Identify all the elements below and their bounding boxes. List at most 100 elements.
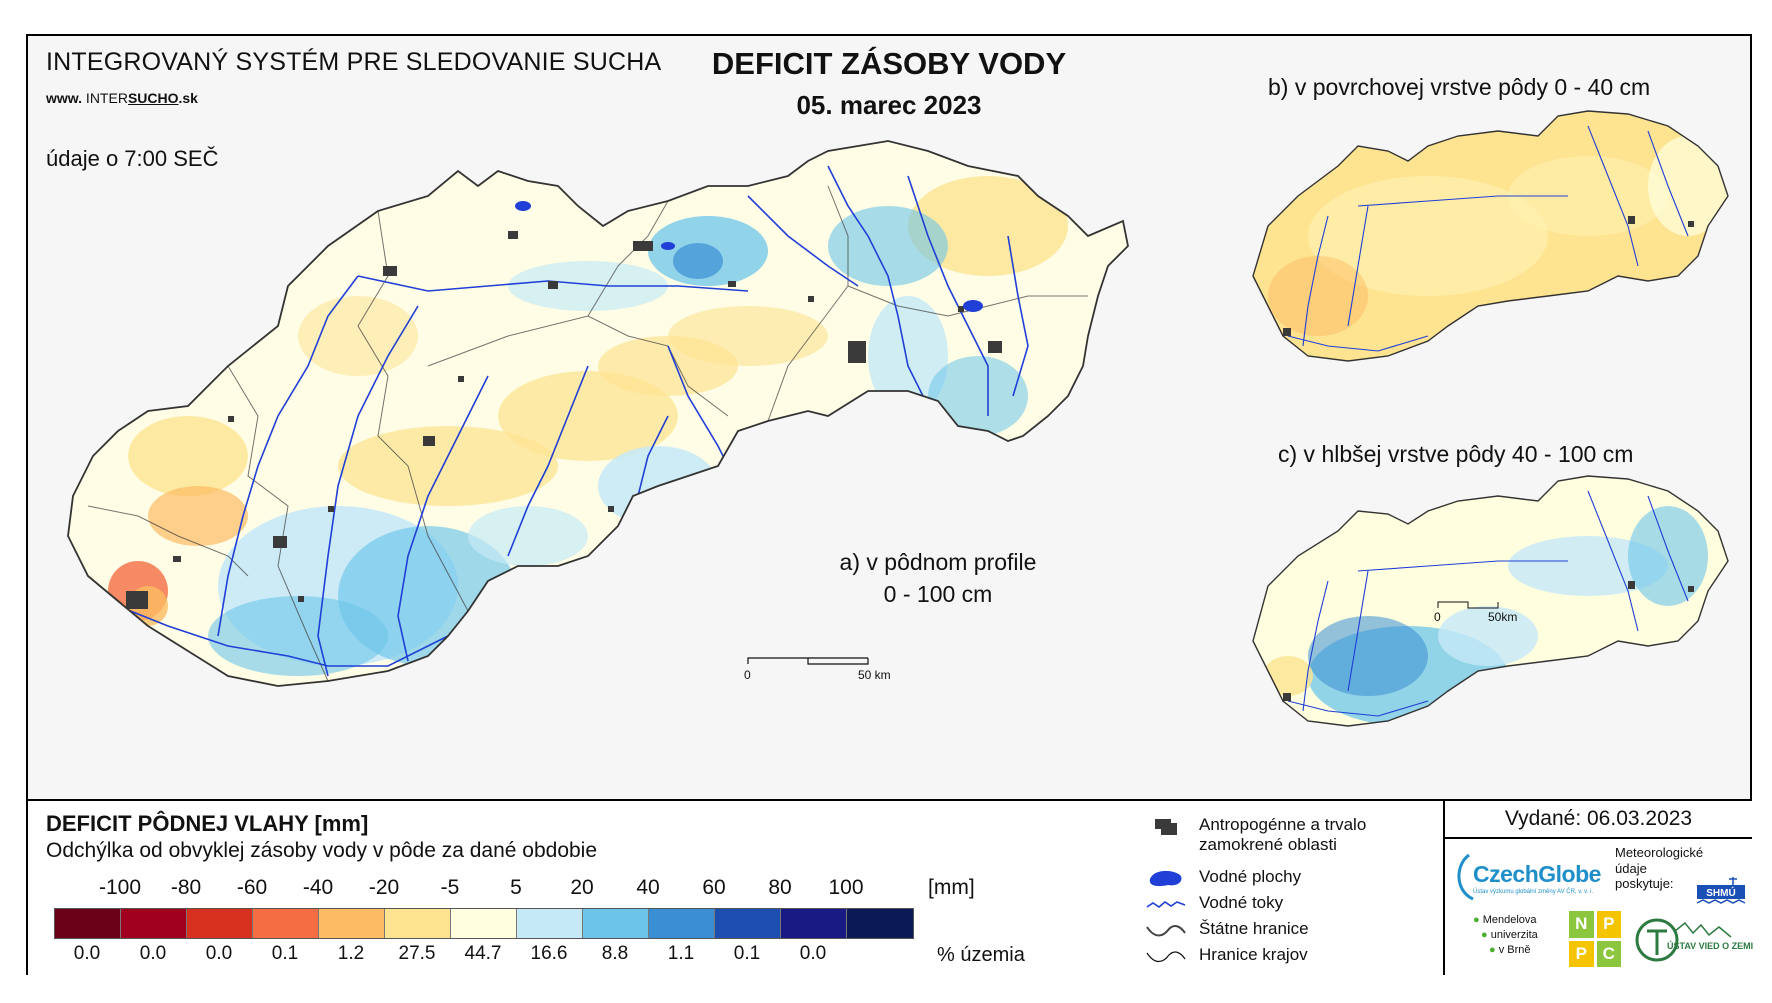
panel-a-label: a) v pôdnom profile 0 - 100 cm <box>788 546 1088 610</box>
legend-tick-label: -80 <box>170 876 202 899</box>
legend-tick-label: -20 <box>368 876 400 899</box>
legend-tick-label: -5 <box>440 876 460 899</box>
legend-tick-label: 20 <box>570 876 594 899</box>
legend-swatch <box>385 909 451 938</box>
legend-tick-label: -60 <box>236 876 268 899</box>
nppc-letter-1: N <box>1569 911 1594 938</box>
legend-percent-value: 0.0 <box>139 943 167 964</box>
map-frame: INTEGROVANÝ SYSTÉM PRE SLEDOVANIE SUCHA … <box>26 34 1753 975</box>
legend-tick-label: 5 <box>510 876 522 899</box>
website-prefix: www. <box>46 90 83 106</box>
meteo-line-2: údaje <box>1615 860 1647 876</box>
legend-swatch <box>583 909 649 938</box>
mendel-line-1: ● Mendelova <box>1473 914 1537 926</box>
urban-area-icon <box>1143 815 1189 837</box>
legend-symbol-urban: Antropogénne a trvalo zamokrené oblasti <box>1143 815 1366 855</box>
czechglobe-subtext: Ústav výzkumu globální změny AV ČR, v. v… <box>1473 889 1594 895</box>
urban-label-2: zamokrené oblasti <box>1199 835 1337 854</box>
mendel-line-2: ● univerzita <box>1481 928 1538 941</box>
legend-swatch <box>319 909 385 938</box>
mendel-logo: ● Mendelova ● univerzita ● v Brně <box>1473 913 1538 958</box>
legend-percent-value: 1.2 <box>337 943 365 964</box>
legend-percent-value: 0.0 <box>73 943 101 964</box>
nppc-letter-3: P <box>1569 940 1594 967</box>
state-border-icon <box>1143 919 1189 941</box>
small-scale-start: 0 <box>1434 610 1441 624</box>
river-label: Vodné toky <box>1199 893 1284 912</box>
water-body-icon <box>1143 867 1189 889</box>
website-part1: INTER <box>82 90 128 106</box>
system-title: INTEGROVANÝ SYSTÉM PRE SLEDOVANIE SUCHA <box>46 48 662 76</box>
legend-percent-value: 8.8 <box>601 943 629 964</box>
shmu-logo: SHMÚ <box>1695 873 1747 909</box>
legend-symbol-water: Vodné plochy <box>1143 867 1301 889</box>
legend-swatch <box>517 909 583 938</box>
website-link[interactable]: www. INTERSUCHO.sk <box>46 90 198 106</box>
uvz-logo: ÚSTAV VIED O ZEMI <box>1635 911 1753 969</box>
panel-a-line1: a) v pôdnom profile <box>839 549 1037 575</box>
legend-unit: [mm] <box>928 876 975 899</box>
legend-color-scale <box>54 908 914 939</box>
panel-b-label: b) v povrchovej vrstve pôdy 0 - 40 cm <box>1268 74 1651 100</box>
panel-c-label: c) v hlbšej vrstve pôdy 40 - 100 cm <box>1278 441 1634 467</box>
legend-swatch <box>55 909 121 938</box>
river-icon <box>1143 893 1189 915</box>
legend-symbol-river: Vodné toky <box>1143 893 1283 915</box>
legend-percent-value: 27.5 <box>398 943 436 964</box>
legend-percent-value: 0.1 <box>271 943 299 964</box>
legend-swatch <box>451 909 517 938</box>
meteo-line-3: poskytuje: <box>1615 876 1674 892</box>
legend-percent-label: % územia <box>937 944 1025 966</box>
urban-label-1: Antropogénne a trvalo <box>1199 815 1367 834</box>
nppc-letter-4: C <box>1596 940 1621 967</box>
website-part2: SUCHO <box>127 90 179 106</box>
region-border-icon <box>1143 945 1189 967</box>
czechglobe-logo: CzechGlobe Ústav výzkumu globální změny … <box>1455 845 1605 905</box>
legend-percent-value: 16.6 <box>530 943 568 964</box>
issued-date: Vydané: 06.03.2023 <box>1504 807 1693 830</box>
legend-area: DEFICIT PÔDNEJ VLAHY [mm] Odchýlka od ob… <box>28 799 1753 975</box>
credits-divider <box>1445 837 1752 839</box>
main-scale-start: 0 <box>744 668 751 682</box>
legend-tick-label: 40 <box>636 876 660 899</box>
legend-tick-label: 100 <box>828 876 864 899</box>
legend-title: DEFICIT PÔDNEJ VLAHY [mm] <box>46 811 369 836</box>
legend-swatch <box>715 909 781 938</box>
map-date: 05. marec 2023 <box>796 90 982 120</box>
data-time: údaje o 7:00 SEČ <box>46 146 219 171</box>
map-area: INTEGROVANÝ SYSTÉM PRE SLEDOVANIE SUCHA … <box>28 36 1750 799</box>
main-scale-end: 50 km <box>858 668 891 682</box>
main-title: DEFICIT ZÁSOBY VODY <box>711 46 1067 81</box>
meteo-line-1: Meteorologické <box>1615 845 1704 860</box>
legend-percent-value: 0.1 <box>733 943 761 964</box>
region-border-label: Hranice krajov <box>1199 945 1308 964</box>
legend-tick-label: 60 <box>702 876 726 899</box>
legend-swatch <box>649 909 715 938</box>
legend-swatch <box>253 909 319 938</box>
legend-swatch <box>781 909 847 938</box>
legend-tick-label: 80 <box>768 876 792 899</box>
water-label: Vodné plochy <box>1199 867 1302 886</box>
legend-swatch <box>121 909 187 938</box>
uvz-text: ÚSTAV VIED O ZEMI <box>1667 941 1754 951</box>
legend-tick-label: -100 <box>98 876 142 899</box>
legend-swatch <box>187 909 253 938</box>
meteo-provider-text: Meteorologické údaje poskytuje: <box>1615 845 1703 892</box>
credits-box: Vydané: 06.03.2023 CzechGlobe Ústav výzk… <box>1443 801 1753 975</box>
legend-percent-value: 0.0 <box>205 943 233 964</box>
nppc-letter-2: P <box>1596 911 1621 938</box>
shmu-text: SHMÚ <box>1706 886 1735 899</box>
state-border-label: Štátne hranice <box>1199 919 1309 938</box>
legend-symbol-region: Hranice krajov <box>1143 945 1308 967</box>
legend-percent-value: 44.7 <box>464 943 502 964</box>
legend-percent-value: 0.0 <box>799 943 827 964</box>
main-scalebar <box>747 657 869 665</box>
nppc-logo: N P P C <box>1569 911 1621 967</box>
legend-swatch <box>847 909 913 938</box>
main-map-svg <box>67 110 1729 727</box>
mendel-line-3: ● v Brně <box>1489 943 1531 956</box>
website-part3: .sk <box>178 90 198 106</box>
small-scale-end: 50km <box>1488 610 1518 624</box>
small-scalebar <box>1437 601 1499 609</box>
legend-tick-label: -40 <box>302 876 334 899</box>
